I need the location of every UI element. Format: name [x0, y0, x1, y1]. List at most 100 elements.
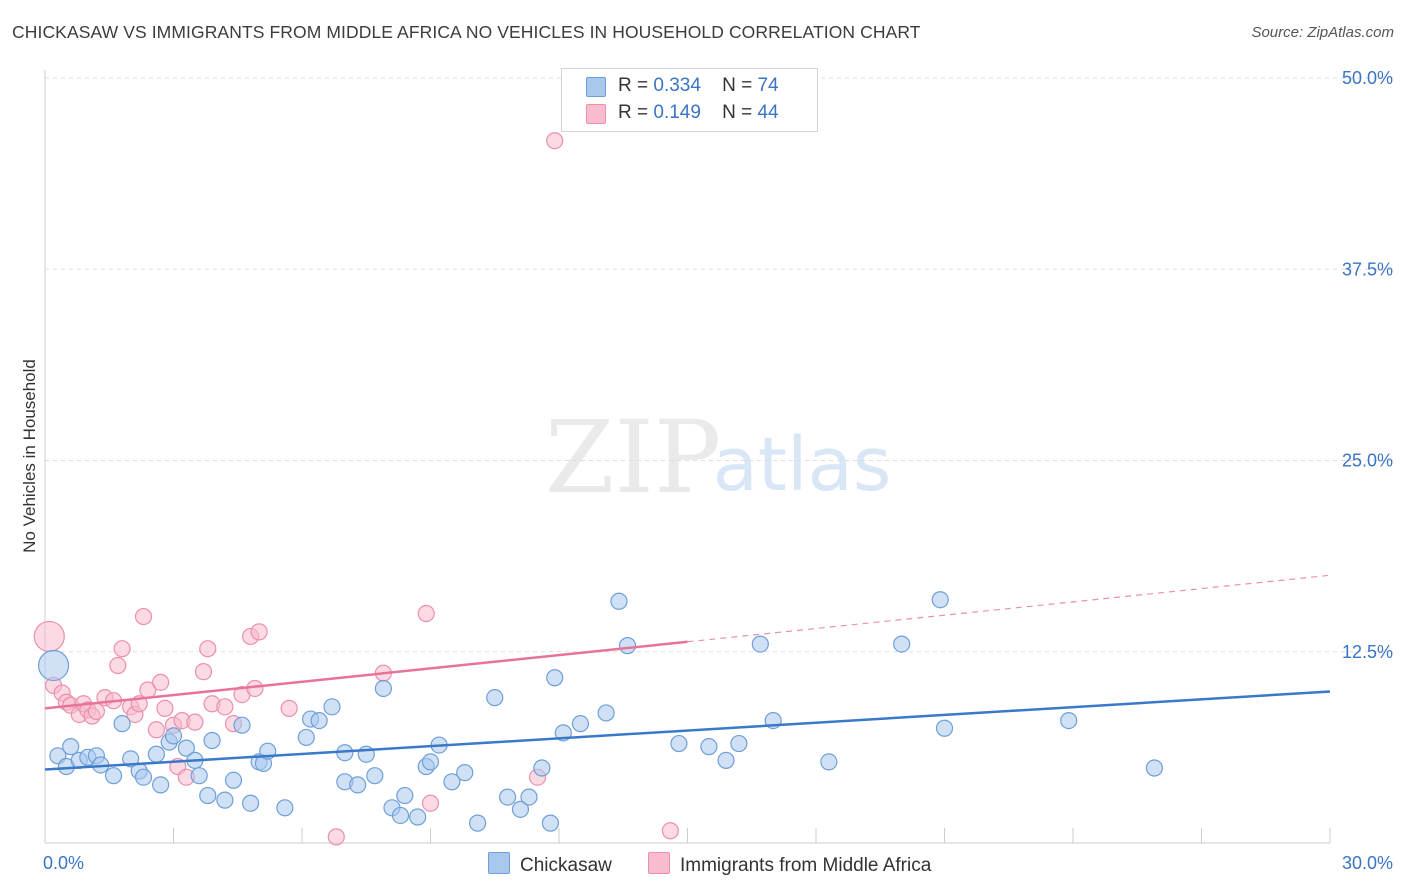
chickasaw-point: [349, 776, 367, 794]
chickasaw-point: [700, 738, 718, 756]
chickasaw-point: [62, 738, 80, 756]
grid-lines: [45, 77, 1395, 653]
chickasaw-point: [276, 799, 294, 817]
chickasaw-point: [147, 745, 165, 763]
legend-swatch-blue: [586, 77, 606, 97]
chickasaw-point: [297, 728, 315, 747]
chickasaw-point: [751, 635, 769, 653]
legend-n-value: 44: [757, 102, 779, 123]
chickasaw-point: [486, 689, 504, 707]
chickasaw-point: [717, 751, 735, 769]
chickasaw-point: [203, 731, 221, 750]
chickasaw-point: [177, 739, 195, 757]
immigrants-point: [199, 640, 217, 658]
chickasaw-point: [546, 669, 564, 687]
chickasaw-point: [323, 698, 341, 716]
trend-line-0: [44, 690, 1331, 771]
y-tick-label: 50.0%: [1342, 68, 1393, 88]
chickasaw-point: [122, 750, 140, 768]
immigrants-point: [327, 828, 345, 846]
y-axis-label: No Vehicles in Household: [20, 359, 39, 553]
watermark: ZIP atlas: [545, 399, 892, 516]
legend-r-label: R =: [618, 75, 649, 96]
tick-labels: 12.5% 25.0% 37.5% 50.0% 0.0% 30.0%: [43, 68, 1393, 873]
trend-lines: [44, 574, 1331, 771]
chickasaw-point: [499, 788, 517, 806]
chickasaw-point: [190, 767, 208, 785]
chickasaw-point: [1145, 759, 1163, 777]
chickasaw-point: [571, 715, 590, 733]
chickasaw-point: [935, 719, 954, 737]
y-tick-label: 25.0%: [1342, 451, 1393, 471]
immigrants-point: [194, 663, 213, 681]
chickasaw-point: [618, 637, 637, 655]
chickasaw-point: [820, 753, 838, 771]
immigrants-point: [417, 604, 435, 623]
immigrants-point: [113, 640, 131, 658]
legend-swatch-pink: [586, 104, 606, 124]
immigrants-point: [134, 607, 153, 626]
source-note: Source: ZipAtlas.com: [1251, 24, 1394, 41]
chickasaw-point: [199, 786, 217, 805]
chickasaw-point: [541, 814, 560, 832]
chickasaw-point: [597, 704, 615, 722]
legend-r-label: R =: [618, 102, 649, 123]
chickasaw-point: [893, 635, 911, 653]
legend-r-value: 0.334: [653, 75, 701, 96]
legend-n-label: N =: [722, 75, 753, 96]
chart-title: CHICKASAW VS IMMIGRANTS FROM MIDDLE AFRI…: [12, 22, 921, 42]
immigrants-point: [147, 721, 165, 739]
immigrants-point: [661, 822, 679, 840]
chickasaw-point: [164, 727, 183, 745]
chickasaw-point: [37, 649, 70, 682]
immigrants-point: [87, 702, 106, 721]
watermark-zip: ZIP: [545, 399, 721, 516]
immigrants-point: [246, 679, 264, 698]
chickasaw-point: [511, 800, 530, 818]
trend-line-solid-1: [44, 640, 688, 710]
immigrants-point: [250, 623, 268, 641]
legend-r-value: 0.149: [653, 102, 701, 123]
bottom-legend-swatch-pink: [648, 852, 670, 874]
chickasaw-point: [104, 767, 123, 785]
chickasaw-point: [113, 715, 131, 733]
immigrants-point: [33, 620, 65, 653]
chickasaw-point: [310, 711, 328, 730]
bottom-legend-immigrants: Immigrants from Middle Africa: [648, 852, 931, 877]
chickasaw-point: [396, 786, 414, 805]
chickasaw-point: [931, 591, 949, 609]
x-tick-label: 0.0%: [43, 853, 84, 873]
legend-n-label: N =: [722, 102, 753, 123]
immigrants-point: [156, 699, 174, 717]
chickasaw-point: [520, 788, 538, 806]
legend-text-immigrants: R = 0.149 N = 44: [618, 102, 779, 124]
chickasaw-point: [409, 808, 427, 826]
bottom-legend-label-immigrants: Immigrants from Middle Africa: [680, 855, 932, 876]
immigrants-point: [109, 656, 127, 675]
chickasaw-point: [224, 771, 243, 789]
chickasaw-point: [456, 764, 474, 782]
chickasaw-point: [469, 814, 487, 832]
stats-legend: R = 0.334 N = 74 R = 0.149 N = 44: [561, 68, 818, 132]
immigrants-point: [421, 794, 440, 812]
bottom-legend-label-chickasaw: Chickasaw: [520, 855, 612, 876]
chickasaw-point: [443, 773, 461, 791]
immigrants-point: [186, 713, 204, 731]
trend-line-dashed-1: [687, 574, 1331, 643]
immigrants-point: [152, 673, 170, 691]
chickasaw-point: [730, 734, 748, 753]
chickasaw-point: [1060, 711, 1078, 730]
chickasaw-point: [134, 768, 153, 786]
x-tick-label: 30.0%: [1342, 853, 1393, 873]
chickasaw-point: [152, 776, 170, 794]
bottom-legend-swatch-blue: [488, 852, 510, 874]
chickasaw-point: [670, 734, 688, 753]
chickasaw-point: [242, 794, 260, 812]
immigrants-point: [280, 699, 298, 717]
watermark-atlas: atlas: [713, 422, 892, 508]
bottom-legend-chickasaw: Chickasaw: [488, 852, 612, 877]
chickasaw-point: [533, 759, 551, 777]
chickasaw-point: [374, 679, 392, 698]
chickasaw-point: [421, 753, 440, 771]
